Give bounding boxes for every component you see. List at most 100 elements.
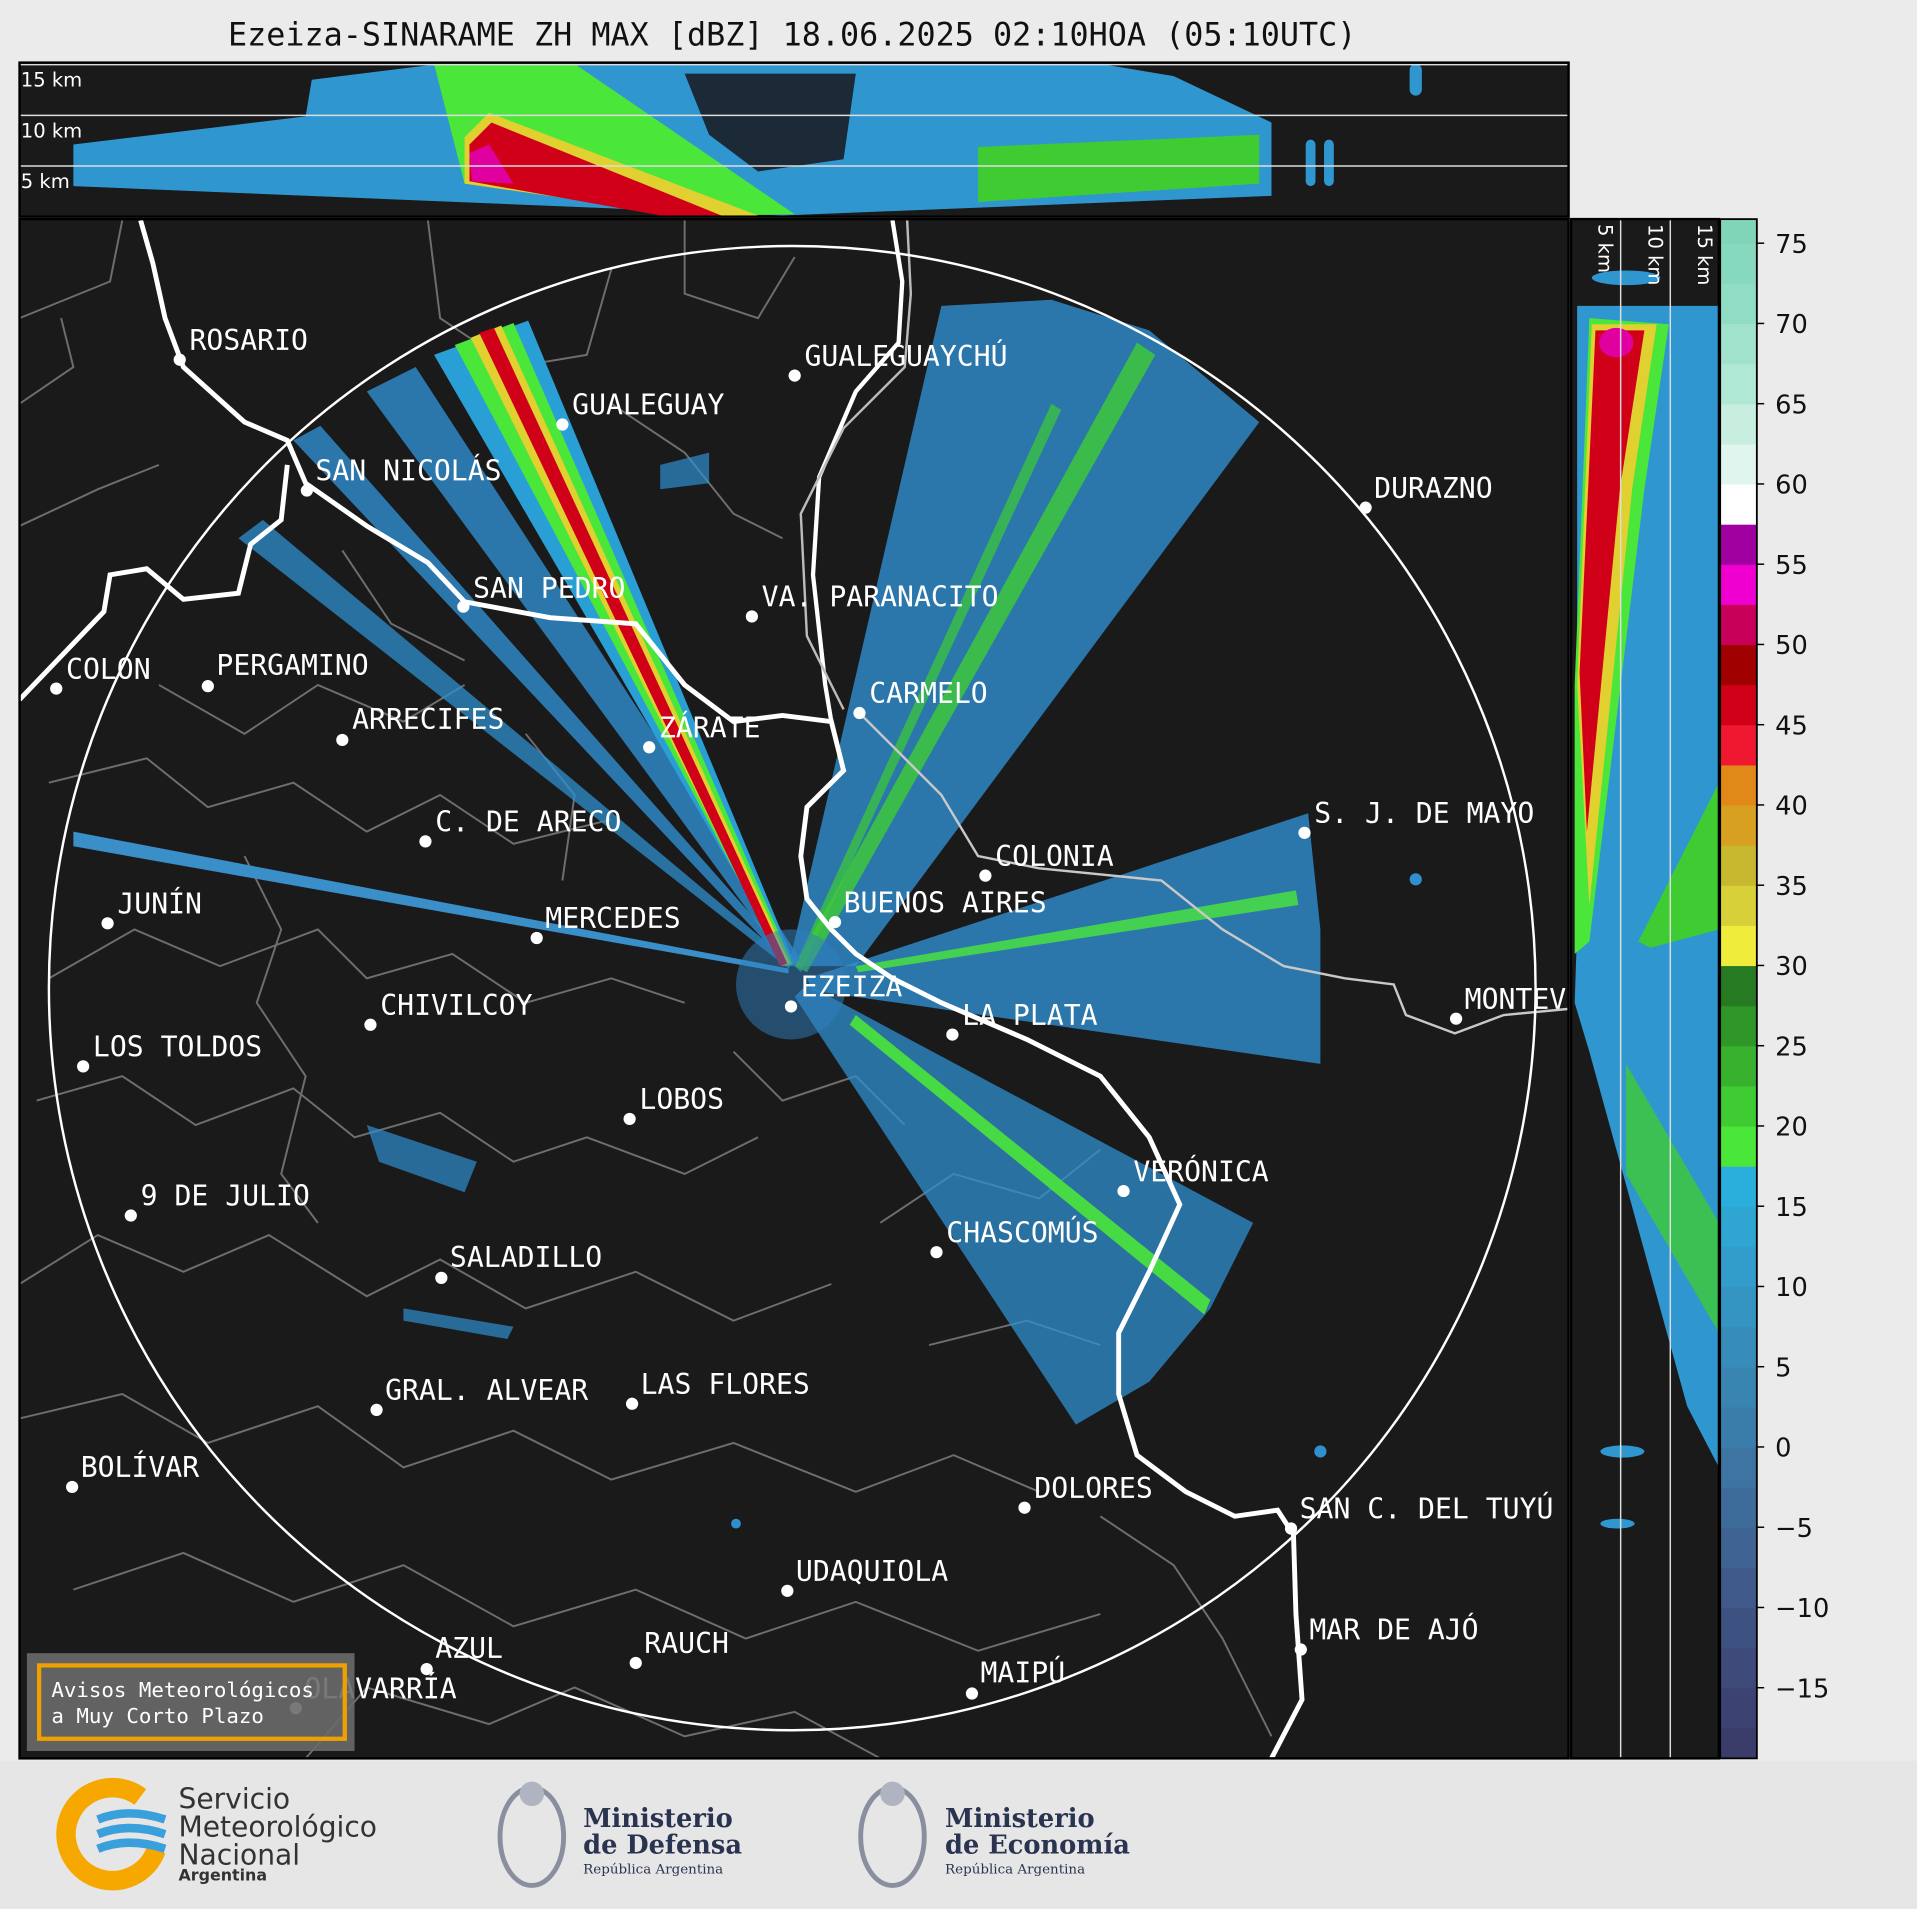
colorbar-bin xyxy=(1720,1246,1757,1288)
colorbar-tick-label: −5 xyxy=(1775,1514,1813,1544)
echo xyxy=(1600,1518,1635,1529)
colorbar-bin xyxy=(1720,1286,1757,1328)
logo-text: de Defensa xyxy=(583,1831,742,1861)
colorbar-tick-label: 65 xyxy=(1775,390,1808,420)
colorbar-tick-label: 55 xyxy=(1775,551,1808,581)
colorbar-bin xyxy=(1720,323,1757,365)
city-dot xyxy=(300,484,313,497)
colorbar-tick-label: 0 xyxy=(1775,1434,1791,1464)
colorbar-bin xyxy=(1720,1446,1757,1488)
city-label: GRAL. ALVEAR xyxy=(385,1374,588,1407)
colorbar-bin xyxy=(1720,1045,1757,1087)
colorbar-bin xyxy=(1720,1607,1757,1649)
colorbar-bin xyxy=(1720,684,1757,726)
city-dot xyxy=(784,1000,798,1013)
echo xyxy=(788,299,1260,967)
map-frame xyxy=(18,217,1570,1760)
city-dot xyxy=(1117,1184,1130,1198)
echo xyxy=(855,890,1299,973)
logo-text: Nacional xyxy=(178,1839,300,1872)
city-dot xyxy=(1449,1012,1463,1025)
echo xyxy=(469,144,514,184)
echo xyxy=(366,367,801,967)
city-dot xyxy=(643,741,656,754)
logo-text: Servicio xyxy=(178,1782,290,1815)
colorbar-bin xyxy=(1720,804,1757,846)
echo xyxy=(978,134,1260,203)
colorbar-tick-label: 45 xyxy=(1775,711,1808,741)
city-dot xyxy=(629,1656,642,1670)
city-label: BOLÍVAR xyxy=(81,1450,200,1484)
echo xyxy=(1591,270,1661,286)
warning-frame xyxy=(36,1663,347,1741)
city-dot xyxy=(1298,826,1311,839)
defensa-logo: Ministerio de Defensa República Argentin… xyxy=(497,1781,742,1888)
city-label: MONTEV xyxy=(1465,983,1567,1016)
echo xyxy=(1314,1445,1327,1458)
echo xyxy=(1599,327,1634,358)
city-label: LA PLATA xyxy=(962,999,1097,1032)
echo xyxy=(1305,139,1316,187)
emblem xyxy=(519,1781,545,1807)
colorbar-tick-label: 70 xyxy=(1775,310,1808,340)
province-border xyxy=(19,464,290,702)
city-dot xyxy=(788,369,801,382)
city-label: AZUL xyxy=(435,1632,503,1665)
city-dot xyxy=(101,917,114,930)
colorbar-bin xyxy=(1720,1326,1757,1368)
colorbar-bin xyxy=(1720,1005,1757,1047)
city-label: DURAZNO xyxy=(1374,472,1492,505)
uruguay-border xyxy=(799,220,913,710)
colorbar-tick-label: 60 xyxy=(1775,471,1808,501)
city-label: SAN NICOLÁS xyxy=(315,454,501,488)
height-label: 10 km xyxy=(21,119,82,142)
top-section xyxy=(19,62,1569,217)
colorbar-bin xyxy=(1720,1487,1757,1528)
echo xyxy=(73,831,789,974)
echo xyxy=(1409,873,1422,886)
colorbar-tick-label: −10 xyxy=(1775,1594,1829,1624)
economia-logo: Ministerio de Economía República Argenti… xyxy=(858,1781,1130,1888)
colorbar-tick-label: 5 xyxy=(1775,1353,1791,1383)
colorbar-bin xyxy=(1720,363,1757,405)
logo-text: República Argentina xyxy=(583,1862,723,1877)
height-label: 5 km xyxy=(1594,224,1617,273)
colorbar-bin xyxy=(1720,483,1757,525)
colorbar-tick-label: 35 xyxy=(1775,872,1808,902)
city-label: SAN C. DEL TUYÚ xyxy=(1300,1492,1554,1526)
logo-text: Meteorológico xyxy=(178,1811,377,1844)
colorbar xyxy=(1720,219,1757,1759)
warning-text: a Muy Corto Plazo xyxy=(51,1704,264,1728)
city-label: JUNÍN xyxy=(117,887,202,921)
city-dot xyxy=(530,931,543,945)
city-label: CARMELO xyxy=(869,677,987,710)
city-dot xyxy=(370,1403,383,1417)
city-label: LOBOS xyxy=(639,1083,724,1116)
echo xyxy=(735,929,847,1040)
echo xyxy=(293,425,793,967)
colorbar-bin xyxy=(1720,1125,1757,1167)
city-dot xyxy=(435,1271,448,1284)
colorbar-tick-label: 50 xyxy=(1775,631,1808,661)
city-label: COLON xyxy=(66,653,151,686)
city-dot xyxy=(623,1112,636,1126)
city-dot xyxy=(965,1687,979,1700)
colorbar-bin xyxy=(1720,724,1757,766)
warning-text: Avisos Meteorológicos xyxy=(51,1678,314,1702)
city-label: MAIPÚ xyxy=(981,1656,1066,1690)
colorbar-bin xyxy=(1720,965,1757,1007)
panel-frame xyxy=(1569,217,1721,1760)
city-dot xyxy=(336,733,349,747)
side-section xyxy=(1571,219,1719,1759)
colorbar-bin xyxy=(1720,1085,1757,1127)
colorbar-bin xyxy=(1720,524,1757,565)
echo xyxy=(794,403,1062,973)
title: Ezeiza-SINARAME ZH MAX [dBZ] 18.06.2025 … xyxy=(228,18,1356,54)
city-label: BUENOS AIRES xyxy=(844,886,1047,919)
echo xyxy=(684,73,856,172)
echoes xyxy=(73,299,1422,1529)
city-dot xyxy=(420,1662,433,1676)
echo xyxy=(1324,139,1334,187)
city-dot xyxy=(1359,501,1372,514)
colorbar-bin xyxy=(1720,644,1757,686)
